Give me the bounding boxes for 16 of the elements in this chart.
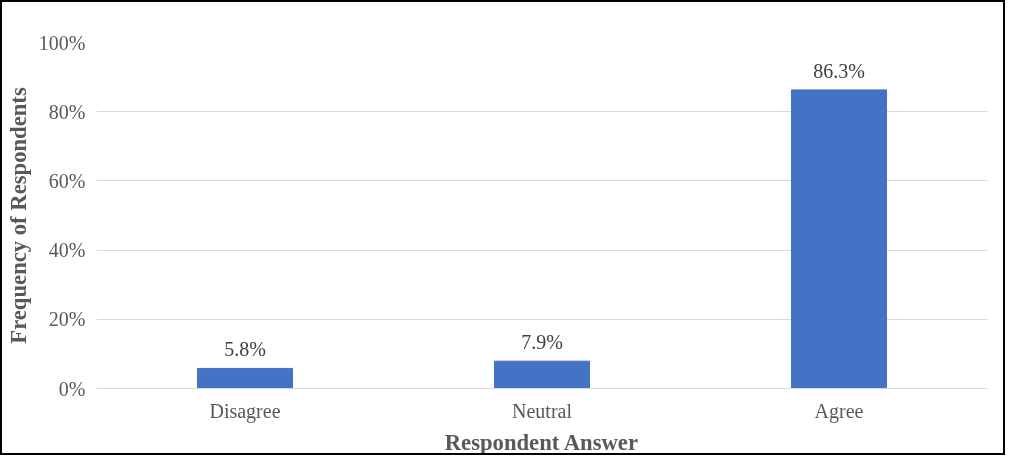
bar — [196, 367, 294, 389]
data-label: 5.8% — [224, 338, 266, 361]
x-tick-label: Neutral — [512, 399, 573, 422]
y-tick-label: 20% — [48, 308, 86, 331]
y-axis-title: Frequency of Respondents — [5, 87, 31, 344]
y-tick-label: 0% — [58, 377, 86, 400]
y-tick-label: 80% — [48, 100, 86, 123]
x-tick-label: Disagree — [209, 399, 281, 423]
x-tick-label: Agree — [814, 399, 864, 423]
bar — [790, 89, 888, 389]
bar — [493, 360, 591, 389]
data-label: 7.9% — [521, 331, 563, 354]
y-tick-label: 60% — [48, 169, 86, 192]
y-tick-label: 40% — [48, 239, 86, 262]
data-label: 86.3% — [813, 59, 865, 82]
y-tick-label: 100% — [38, 31, 86, 54]
